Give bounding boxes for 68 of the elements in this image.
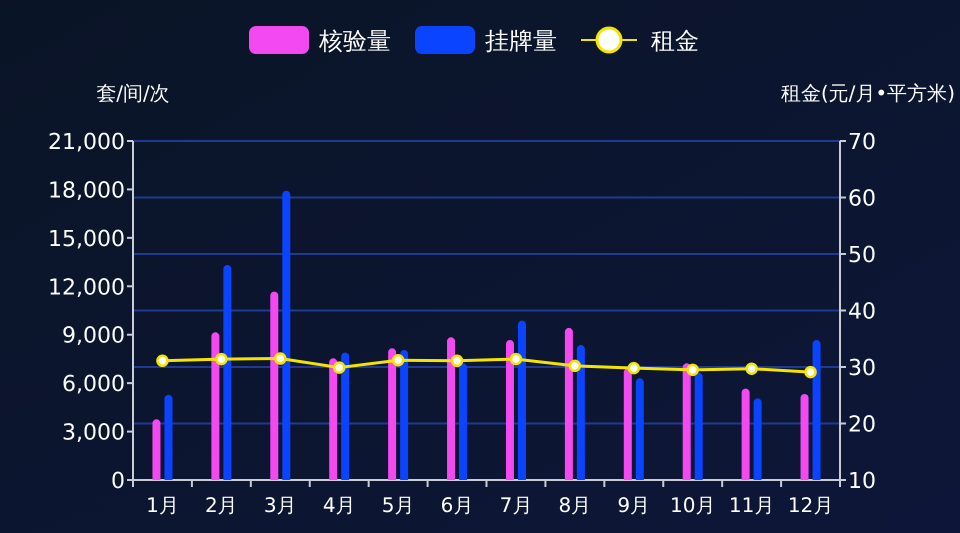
bar bbox=[400, 350, 408, 480]
bar bbox=[576, 345, 585, 480]
point bbox=[392, 354, 404, 366]
y-tick-label: 12,000 bbox=[48, 275, 125, 300]
y2-axis-title: 租金(元/月•平方米) bbox=[780, 81, 955, 105]
bar bbox=[152, 419, 160, 480]
legend-label: 挂牌量 bbox=[485, 27, 557, 55]
bar bbox=[341, 352, 350, 480]
point bbox=[274, 352, 287, 365]
bar bbox=[388, 348, 396, 480]
point bbox=[510, 352, 522, 366]
bar bbox=[329, 358, 338, 480]
bar bbox=[754, 398, 762, 480]
x-tick-label: 3月 bbox=[264, 493, 297, 517]
bar bbox=[812, 340, 821, 480]
bar bbox=[447, 337, 456, 480]
point bbox=[686, 364, 699, 376]
point bbox=[745, 362, 758, 375]
x-tick-label: 6月 bbox=[440, 493, 474, 517]
bar bbox=[506, 340, 514, 480]
bar bbox=[800, 394, 809, 480]
bar bbox=[624, 368, 632, 480]
y2-tick-label: 40 bbox=[848, 300, 876, 324]
bar bbox=[211, 332, 220, 480]
x-tick-label: 1月 bbox=[146, 493, 179, 517]
x-tick-label: 11月 bbox=[728, 493, 774, 517]
point bbox=[332, 361, 346, 374]
bar bbox=[742, 388, 750, 480]
point bbox=[568, 360, 582, 372]
point bbox=[450, 354, 464, 368]
y-tick-label: 18,000 bbox=[48, 178, 125, 204]
y-tick-label: 6,000 bbox=[62, 372, 125, 398]
x-tick-label: 7月 bbox=[500, 493, 532, 517]
bar bbox=[270, 292, 278, 480]
y-tick-label: 9,000 bbox=[62, 324, 125, 349]
bar bbox=[636, 378, 644, 480]
x-tick-label: 9月 bbox=[617, 493, 650, 517]
bar bbox=[518, 320, 526, 480]
x-tick-label: 2月 bbox=[205, 493, 238, 517]
bar bbox=[223, 264, 232, 480]
legend-label: 租金 bbox=[651, 27, 699, 55]
y2-tick-label: 60 bbox=[848, 186, 876, 212]
x-tick-label: 8月 bbox=[558, 493, 592, 517]
y-tick-label: 21,000 bbox=[48, 130, 125, 155]
bar bbox=[564, 328, 573, 480]
point bbox=[628, 362, 640, 374]
x-tick-label: 10月 bbox=[670, 493, 716, 517]
x-tick-label: 5月 bbox=[382, 493, 414, 517]
y2-tick-label: 10 bbox=[848, 469, 876, 494]
legend-label: 核验量 bbox=[318, 27, 391, 55]
y2-tick-label: 70 bbox=[848, 130, 876, 155]
x-tick-label: 4月 bbox=[322, 493, 356, 517]
bar bbox=[164, 394, 172, 480]
y-axis-title: 套/间/次 bbox=[96, 81, 170, 105]
point bbox=[804, 366, 817, 378]
y-tick-label: 0 bbox=[111, 469, 125, 494]
y2-tick-label: 50 bbox=[848, 243, 876, 268]
y-tick-label: 3,000 bbox=[62, 420, 125, 446]
x-tick-label: 12月 bbox=[788, 493, 834, 517]
point bbox=[215, 352, 228, 366]
point bbox=[156, 354, 169, 368]
bar bbox=[694, 372, 703, 480]
y2-tick-label: 20 bbox=[848, 412, 876, 438]
bar bbox=[459, 363, 468, 480]
bar bbox=[682, 363, 691, 480]
bar bbox=[282, 190, 290, 480]
y2-tick-label: 30 bbox=[848, 356, 876, 381]
y-tick-label: 15,000 bbox=[48, 226, 125, 252]
